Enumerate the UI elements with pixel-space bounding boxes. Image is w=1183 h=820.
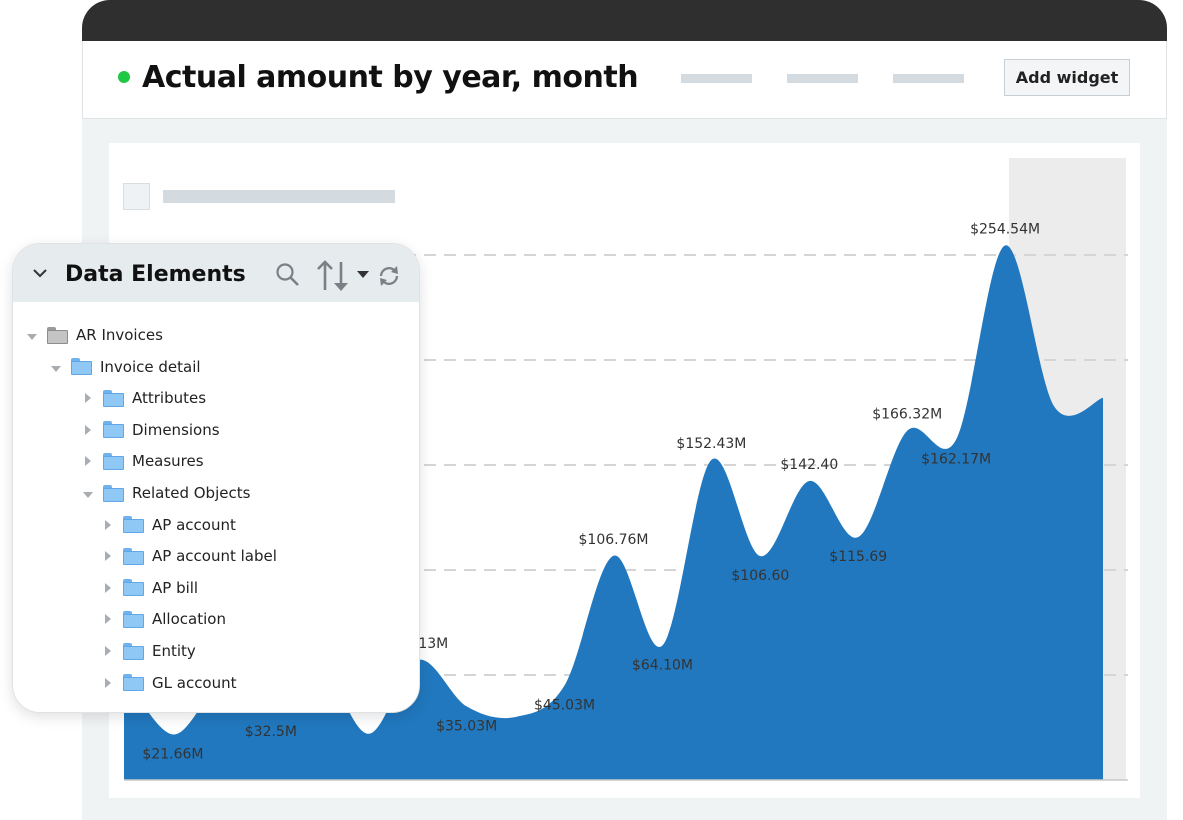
folder-icon <box>103 484 124 502</box>
sort-icon[interactable] <box>315 259 351 293</box>
tree-item-label: AR Invoices <box>76 326 163 344</box>
placeholder-tab[interactable] <box>893 74 964 83</box>
tree-item[interactable]: Attributes <box>83 386 206 410</box>
data-label: $45.03M <box>534 697 595 713</box>
data-label: $35.03M <box>436 718 497 734</box>
status-dot <box>118 71 130 83</box>
expand-arrow-right-icon[interactable] <box>105 551 111 562</box>
placeholder-tab[interactable] <box>787 74 858 83</box>
expand-arrow-right-icon[interactable] <box>85 456 91 467</box>
expand-arrow-right-icon[interactable] <box>85 424 91 435</box>
folder-icon <box>123 579 144 597</box>
expand-arrow-down-icon[interactable] <box>51 365 61 372</box>
expand-arrow-right-icon[interactable] <box>105 646 111 656</box>
expand-arrow-down-icon[interactable] <box>27 334 37 340</box>
data-label: $106.60 <box>731 568 789 584</box>
tree-item-label: Entity <box>152 642 196 660</box>
tree-item[interactable]: AP account label <box>103 544 277 568</box>
expand-arrow-right-icon[interactable] <box>85 393 91 404</box>
refresh-icon[interactable] <box>377 264 401 288</box>
placeholder-tab[interactable] <box>681 74 752 83</box>
tree-item[interactable]: Allocation <box>103 607 226 631</box>
folder-icon <box>103 389 124 407</box>
tree-item[interactable]: Measures <box>83 449 204 473</box>
folder-icon <box>47 326 68 344</box>
folder-icon <box>71 358 92 376</box>
tree-item[interactable]: GL account <box>103 671 237 695</box>
data-label: $32.5M <box>245 724 297 740</box>
folder-icon <box>103 452 124 470</box>
data-label: $21.66M <box>142 747 203 763</box>
widget-title: Actual amount by year, month <box>142 60 639 95</box>
tree-item[interactable]: AP bill <box>103 576 198 600</box>
tree-item[interactable]: Dimensions <box>83 418 220 442</box>
dropdown-caret-icon[interactable] <box>357 271 369 279</box>
data-elements-title: Data Elements <box>65 262 246 287</box>
tree-item-label: Measures <box>132 452 204 471</box>
widget-header <box>82 41 1167 119</box>
chevron-down-icon[interactable] <box>31 264 49 282</box>
expand-arrow-right-icon[interactable] <box>105 677 111 688</box>
data-label: $152.43M <box>676 436 746 452</box>
tree-item-label: AP bill <box>152 578 199 597</box>
add-widget-button[interactable]: Add widget <box>1004 59 1130 96</box>
folder-icon <box>103 421 124 439</box>
expand-arrow-down-icon[interactable] <box>83 492 93 498</box>
data-label: $142.40 <box>780 457 838 473</box>
folder-icon <box>123 674 144 692</box>
tree-item[interactable]: Entity <box>103 639 196 663</box>
expand-arrow-right-icon[interactable] <box>105 582 111 593</box>
tree-item[interactable]: Related Objects <box>83 481 250 505</box>
tree-item-label: Related Objects <box>132 484 251 502</box>
tree-item[interactable]: AR Invoices <box>27 323 163 347</box>
expand-arrow-right-icon[interactable] <box>105 519 111 530</box>
tree-item-label: AP account <box>152 515 236 534</box>
placeholder-checkbox[interactable] <box>123 183 150 210</box>
folder-icon <box>123 516 144 534</box>
data-label: $115.69 <box>829 549 887 565</box>
data-label: $64.10M <box>632 657 693 673</box>
area-series[interactable] <box>124 245 1103 780</box>
folder-icon <box>123 547 144 565</box>
data-label: $166.32M <box>872 407 942 423</box>
placeholder-chart-title <box>163 190 395 203</box>
data-elements-header: Data Elements <box>13 244 419 302</box>
tree-item-label: Allocation <box>152 610 226 629</box>
tree-item[interactable]: Invoice detail <box>51 355 201 379</box>
data-label: $162.17M <box>921 451 991 467</box>
data-label: $106.76M <box>579 532 649 548</box>
tree-item-label: AP account label <box>152 547 277 566</box>
tree-item[interactable]: AP account <box>103 513 236 537</box>
folder-icon <box>123 610 144 628</box>
data-label: $254.54M <box>970 221 1040 237</box>
tree-item-label: GL account <box>152 673 237 692</box>
window-top-bar <box>82 0 1167 41</box>
tree-item-label: Attributes <box>132 389 207 408</box>
data-elements-panel: Data Elements AR Invoices Invoice detail A… <box>12 243 420 713</box>
tree-item-label: Dimensions <box>132 420 220 439</box>
search-icon[interactable] <box>275 262 301 288</box>
folder-icon <box>123 642 144 660</box>
expand-arrow-right-icon[interactable] <box>105 614 111 625</box>
tree-item-label: Invoice detail <box>100 357 201 376</box>
